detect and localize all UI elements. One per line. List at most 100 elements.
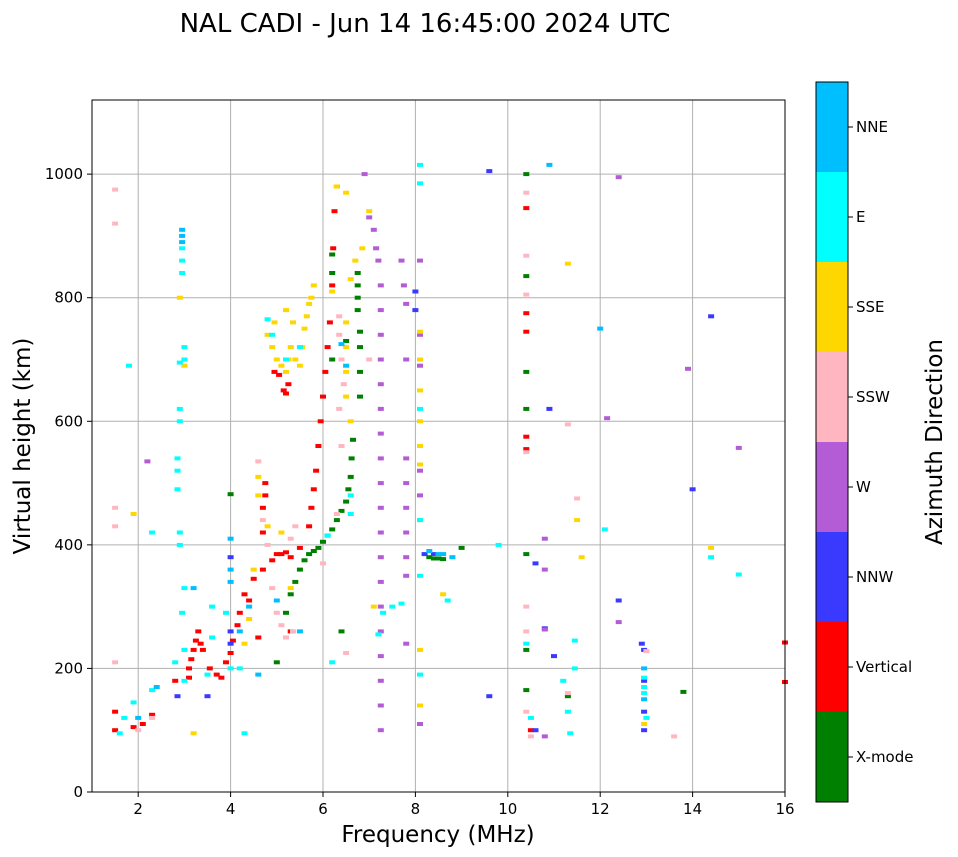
x-tick-label: 10 — [498, 800, 517, 818]
echo-point — [292, 357, 299, 362]
echo-point — [417, 332, 423, 337]
echo-point — [430, 552, 437, 557]
echo-point — [278, 363, 285, 368]
echo-point — [343, 499, 350, 504]
echo-point — [523, 253, 530, 258]
echo-point — [458, 545, 465, 550]
echo-point — [264, 524, 271, 529]
echo-point — [241, 731, 248, 736]
echo-point — [343, 190, 350, 195]
echo-point — [269, 586, 276, 591]
echo-point — [343, 339, 350, 343]
echo-point — [179, 246, 186, 251]
series-nne — [135, 162, 648, 720]
echo-point — [287, 592, 294, 597]
echo-point — [130, 700, 137, 705]
echo-point — [329, 357, 336, 362]
echo-point — [296, 545, 303, 550]
echo-point — [377, 357, 384, 362]
echo-point — [546, 406, 553, 411]
echo-point — [601, 527, 608, 532]
echo-point — [564, 709, 571, 714]
echo-point — [213, 672, 220, 677]
echo-point — [303, 314, 310, 319]
echo-point — [435, 556, 442, 561]
echo-point — [377, 703, 384, 708]
x-tick-label: 12 — [591, 800, 610, 818]
echo-point — [523, 311, 530, 316]
echo-point — [172, 660, 179, 665]
colorbar-tick-label: E — [856, 208, 865, 226]
echo-point — [287, 586, 294, 591]
echo-point — [571, 666, 578, 671]
echo-point — [223, 610, 229, 615]
echo-point — [417, 462, 423, 467]
x-tick-label: 4 — [226, 800, 236, 818]
echo-point — [264, 542, 271, 547]
echo-point — [283, 550, 289, 555]
echo-point — [320, 394, 326, 399]
echo-point — [735, 572, 742, 577]
echo-point — [276, 372, 283, 377]
echo-point — [444, 598, 451, 603]
echo-point — [262, 493, 269, 498]
echo-point — [641, 697, 648, 702]
echo-point — [435, 552, 442, 557]
echo-point — [135, 715, 142, 720]
echo-point — [176, 406, 183, 411]
echo-point — [264, 317, 271, 322]
echo-point — [255, 493, 262, 498]
echo-point — [347, 512, 354, 516]
echo-point — [290, 320, 296, 325]
echo-point — [377, 332, 384, 337]
echo-point — [671, 734, 678, 739]
echo-point — [190, 586, 197, 591]
x-axis-ticks: 2 4 6 8 10 12 14 16 — [133, 792, 795, 818]
plot-background — [92, 100, 785, 792]
echo-point — [377, 382, 384, 387]
echo-point — [377, 629, 384, 634]
echo-point — [227, 666, 234, 671]
echo-point — [574, 496, 581, 501]
echo-point — [343, 345, 350, 350]
echo-point — [176, 419, 183, 424]
colorbar-tick-label: NNE — [856, 118, 888, 136]
echo-point — [377, 308, 384, 313]
echo-point — [336, 406, 343, 411]
echo-point — [449, 555, 456, 560]
echo-point — [417, 518, 423, 523]
echo-point — [523, 406, 530, 411]
echo-point — [527, 734, 534, 739]
y-tick-label: 1000 — [45, 165, 83, 183]
echo-point — [278, 552, 285, 557]
echo-point — [338, 629, 345, 634]
echo-point — [112, 709, 119, 714]
echo-point — [112, 505, 119, 510]
echo-point — [366, 215, 373, 220]
y-tick-label: 800 — [54, 289, 83, 307]
echo-point — [417, 703, 423, 708]
echo-point — [236, 610, 243, 615]
echo-point — [179, 240, 186, 245]
echo-point — [112, 524, 119, 529]
echo-point — [174, 694, 181, 699]
echo-point — [190, 647, 197, 652]
echo-point — [541, 536, 548, 541]
echo-point — [179, 233, 186, 238]
chart-title: NAL CADI - Jun 14 16:45:00 2024 UTC — [180, 9, 671, 39]
colorbar-tick-label: X-mode — [856, 748, 913, 766]
echo-point — [317, 419, 324, 424]
echo-point — [527, 715, 534, 720]
echo-point — [348, 456, 355, 461]
echo-point — [310, 549, 317, 553]
echo-point — [377, 505, 384, 510]
echo-point — [227, 579, 234, 584]
data-points — [112, 162, 788, 739]
echo-point — [564, 422, 571, 427]
echo-point — [112, 660, 119, 665]
echo-point — [308, 505, 315, 510]
echo-point — [417, 419, 423, 424]
echo-point — [218, 675, 225, 680]
echo-point — [398, 258, 405, 263]
echo-point — [398, 601, 405, 606]
